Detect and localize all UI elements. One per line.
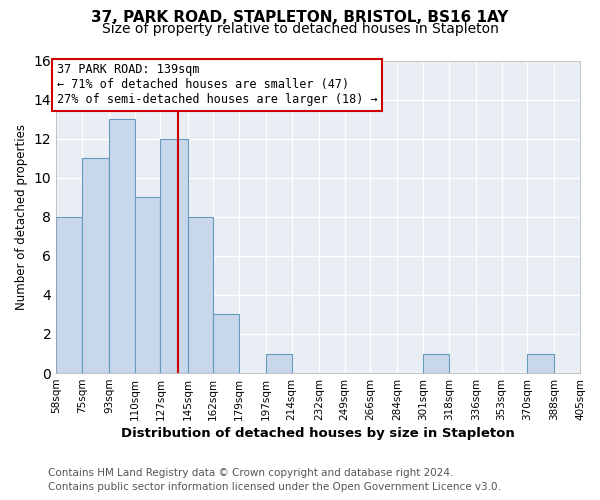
Bar <box>134 197 160 373</box>
Bar <box>213 314 239 373</box>
Bar <box>423 354 449 373</box>
Bar <box>527 354 554 373</box>
Bar <box>109 119 134 373</box>
Text: 37 PARK ROAD: 139sqm
← 71% of detached houses are smaller (47)
27% of semi-detac: 37 PARK ROAD: 139sqm ← 71% of detached h… <box>57 64 377 106</box>
Text: Contains public sector information licensed under the Open Government Licence v3: Contains public sector information licen… <box>48 482 501 492</box>
Bar <box>188 217 213 373</box>
Bar <box>56 217 82 373</box>
Bar <box>82 158 109 373</box>
Text: Contains HM Land Registry data © Crown copyright and database right 2024.: Contains HM Land Registry data © Crown c… <box>48 468 454 477</box>
Text: 37, PARK ROAD, STAPLETON, BRISTOL, BS16 1AY: 37, PARK ROAD, STAPLETON, BRISTOL, BS16 … <box>91 10 509 25</box>
X-axis label: Distribution of detached houses by size in Stapleton: Distribution of detached houses by size … <box>121 427 515 440</box>
Bar <box>160 138 188 373</box>
Text: Size of property relative to detached houses in Stapleton: Size of property relative to detached ho… <box>101 22 499 36</box>
Y-axis label: Number of detached properties: Number of detached properties <box>15 124 28 310</box>
Bar <box>266 354 292 373</box>
